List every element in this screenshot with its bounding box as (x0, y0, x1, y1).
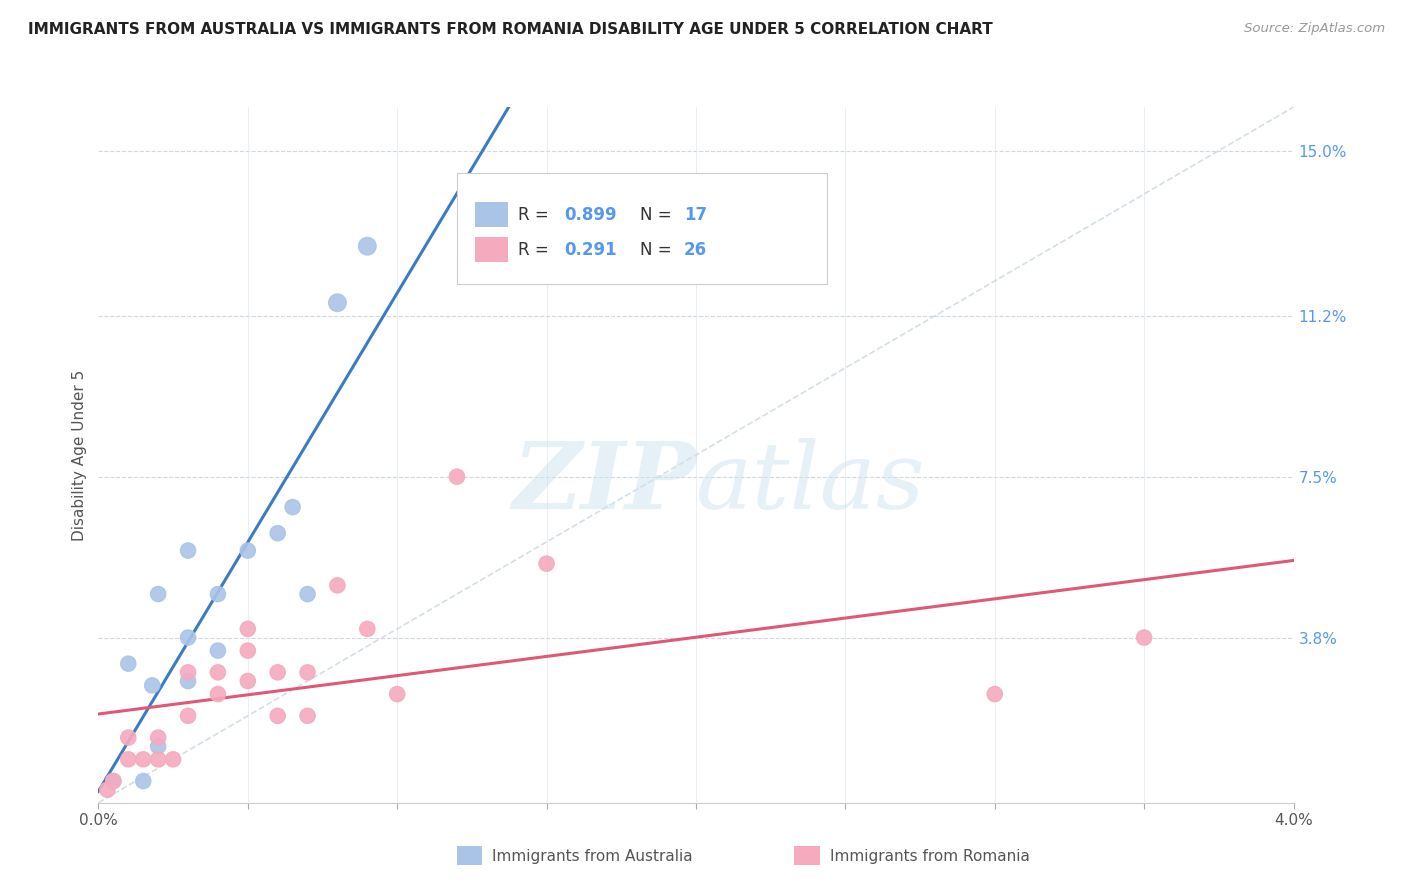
Text: IMMIGRANTS FROM AUSTRALIA VS IMMIGRANTS FROM ROMANIA DISABILITY AGE UNDER 5 CORR: IMMIGRANTS FROM AUSTRALIA VS IMMIGRANTS … (28, 22, 993, 37)
Point (177, 708, 200, 723)
Point (983, 687, 1005, 701)
Point (132, 774, 155, 789)
Point (177, 674, 200, 689)
Point (148, 731, 170, 745)
Point (236, 643, 259, 657)
Point (207, 665, 229, 680)
Point (148, 739, 170, 754)
Point (356, 622, 378, 636)
Text: N =: N = (640, 241, 676, 259)
Point (103, 774, 125, 789)
Point (117, 731, 139, 745)
Point (356, 239, 378, 253)
Point (267, 665, 290, 680)
Point (162, 752, 184, 766)
Point (385, 687, 409, 701)
Text: Source: ZipAtlas.com: Source: ZipAtlas.com (1244, 22, 1385, 36)
Point (267, 708, 290, 723)
Point (148, 587, 170, 601)
Point (236, 543, 259, 558)
Point (236, 674, 259, 689)
Point (132, 752, 155, 766)
Point (117, 752, 139, 766)
Y-axis label: Disability Age Under 5: Disability Age Under 5 (72, 369, 87, 541)
Text: Immigrants from Australia: Immigrants from Australia (492, 849, 693, 863)
Text: R =: R = (517, 241, 554, 259)
Point (177, 543, 200, 558)
Point (148, 752, 170, 766)
Text: Immigrants from Romania: Immigrants from Romania (830, 849, 1029, 863)
Text: atlas: atlas (696, 438, 925, 528)
Point (326, 578, 349, 592)
Point (297, 587, 319, 601)
Text: 0.291: 0.291 (565, 241, 617, 259)
Point (177, 665, 200, 680)
Bar (475, 237, 509, 262)
Text: N =: N = (640, 206, 676, 224)
Point (236, 622, 259, 636)
Point (297, 708, 319, 723)
Point (446, 469, 468, 483)
Point (207, 587, 229, 601)
Point (103, 774, 125, 789)
Point (326, 295, 349, 310)
Point (297, 665, 319, 680)
Text: 17: 17 (685, 206, 707, 224)
Point (141, 678, 163, 692)
Point (177, 631, 200, 645)
Point (207, 687, 229, 701)
Point (96, 782, 118, 797)
Text: 26: 26 (685, 241, 707, 259)
Point (281, 500, 304, 514)
Text: ZIP: ZIP (512, 438, 696, 528)
Bar (475, 202, 509, 227)
Point (267, 526, 290, 541)
Point (1133, 631, 1156, 645)
Point (207, 643, 229, 657)
Point (536, 557, 558, 571)
Point (117, 657, 139, 671)
Text: R =: R = (517, 206, 554, 224)
Text: 0.899: 0.899 (565, 206, 617, 224)
FancyBboxPatch shape (457, 173, 827, 285)
